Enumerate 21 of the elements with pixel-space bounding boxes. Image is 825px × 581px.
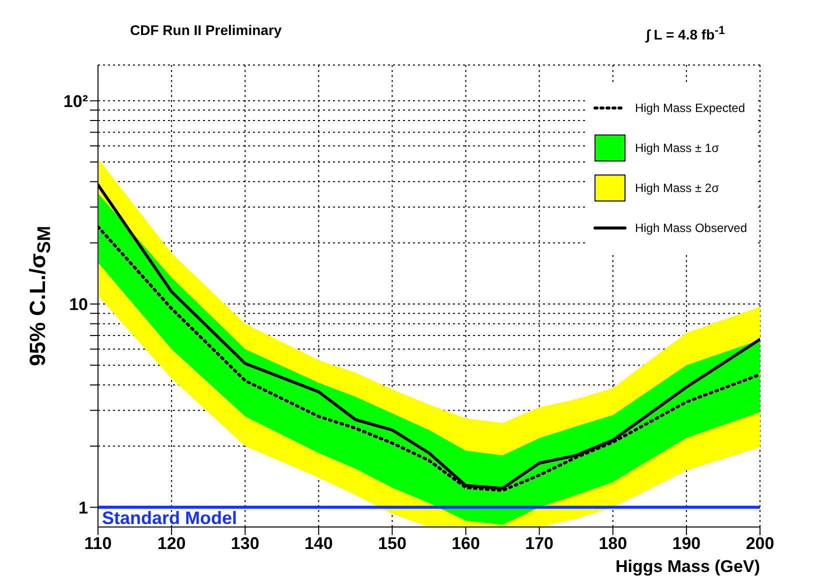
- text: ∫ L = 4.8 fb$^{-1}$: [646, 24, 725, 43]
- legend-label: High Mass ± 2σ: [634, 181, 719, 195]
- x-tick-label: 110: [84, 534, 112, 554]
- y-tick-label: 1: [78, 498, 88, 518]
- x-tick-label: 190: [672, 534, 701, 554]
- legend-label: High Mass Observed: [634, 221, 747, 235]
- chart-title: CDF Run II Preliminary: [130, 22, 282, 38]
- y-tick-label: 10: [69, 295, 88, 314]
- legend-label: High Mass ± 1σ: [634, 141, 719, 155]
- x-axis-title: Higgs Mass (GeV): [615, 557, 760, 577]
- x-tick-label: 160: [452, 534, 480, 554]
- x-tick-label: 170: [525, 534, 554, 554]
- x-tick-label: 130: [230, 534, 260, 554]
- x-tick-label: 120: [157, 534, 186, 554]
- x-tick-label: 150: [378, 534, 406, 554]
- x-tick-label: 180: [598, 534, 628, 554]
- x-tick-label: 140: [304, 534, 333, 554]
- legend-label: High Mass Expected: [634, 101, 746, 115]
- y-tick-label: 10²: [63, 92, 88, 111]
- x-tick-label: 200: [746, 534, 774, 554]
- ref-line-label: Standard Model: [102, 508, 238, 528]
